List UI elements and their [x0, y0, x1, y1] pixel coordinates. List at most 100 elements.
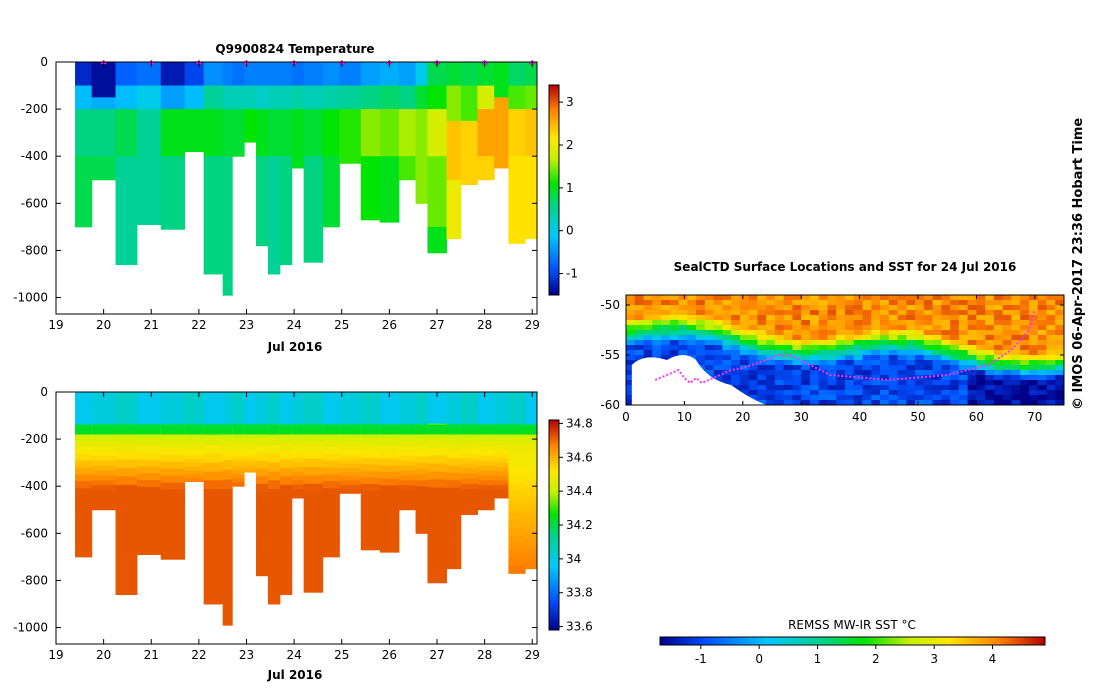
sst-cell — [748, 385, 758, 391]
salinity-cell — [184, 395, 205, 400]
salinity-cell — [525, 561, 538, 570]
salinity-cell — [477, 470, 495, 476]
salinity-cell — [203, 568, 224, 578]
sst-cell — [792, 380, 802, 386]
sst-cell — [652, 355, 662, 361]
sst-cell — [792, 305, 802, 311]
salinity-cell — [91, 441, 117, 447]
sst-cell — [748, 345, 758, 351]
sst-cell — [739, 335, 750, 341]
sst-cell — [958, 330, 969, 336]
sst-cell — [871, 335, 881, 341]
salinity-cell — [303, 533, 324, 543]
sst-cell — [1011, 315, 1021, 321]
salinity-cell — [446, 414, 462, 422]
salinity-cell — [232, 415, 245, 420]
salinity-cell — [494, 475, 509, 481]
sst-cell — [704, 345, 715, 351]
salinity-cell — [446, 392, 462, 400]
sst-cell — [880, 390, 890, 396]
sst-cell — [757, 310, 767, 316]
sst-cell — [941, 370, 951, 376]
sst-cell — [801, 400, 811, 405]
sst-cell — [801, 305, 811, 311]
salinity-cell — [184, 455, 205, 460]
sst-cell — [678, 335, 688, 341]
salinity-cell — [494, 493, 509, 499]
salinity-cell — [360, 392, 381, 400]
sst-cell — [950, 310, 960, 316]
salinity-cell — [91, 480, 117, 486]
sst-cell — [923, 315, 934, 321]
salinity-cell — [303, 567, 324, 577]
salinity-cell — [398, 485, 417, 491]
salinity-cell — [322, 412, 340, 420]
sst-cell — [906, 355, 916, 361]
salinity-cell — [160, 433, 186, 442]
salinity-cell — [415, 433, 428, 440]
salinity-cell — [525, 517, 538, 525]
salinity-cell — [525, 443, 538, 452]
sst-cell — [976, 340, 986, 346]
sst-cell — [739, 315, 750, 321]
sst-cell — [731, 305, 741, 311]
salinity-halocline — [427, 424, 448, 435]
sst-cell — [1028, 370, 1039, 376]
sst-cell — [906, 370, 916, 376]
salinity-cell — [322, 488, 340, 496]
sst-cell — [1037, 400, 1047, 405]
colorbar-tick-label: 33.8 — [566, 586, 593, 600]
sst-cell — [906, 305, 916, 311]
sst-cell — [941, 385, 951, 391]
salinity-cell — [322, 467, 340, 475]
sst-cell — [643, 320, 653, 326]
sst-cell — [713, 340, 723, 346]
x-tick-label: 19 — [48, 648, 63, 662]
sst-cell — [827, 390, 837, 396]
sst-cell — [950, 395, 960, 401]
sst-cell — [766, 365, 776, 371]
sst-colorbar-ticks: -1 0 1 2 3 4 — [695, 645, 996, 666]
salinity-cell — [477, 465, 495, 472]
sst-cell — [1055, 305, 1064, 311]
salinity-cell — [398, 470, 417, 476]
salinity-cell — [446, 553, 462, 562]
salinity-cell — [360, 457, 381, 465]
salinity-cell — [184, 444, 205, 449]
salinity-halocline — [508, 424, 526, 435]
salinity-cell — [136, 405, 162, 413]
sst-cell — [757, 330, 767, 336]
salinity-cell — [379, 492, 400, 500]
sst-cell — [818, 400, 828, 405]
sst-cell — [722, 310, 732, 316]
sst-cell — [731, 325, 741, 331]
salinity-cell — [360, 464, 381, 472]
sst-cell — [669, 330, 680, 336]
sst-cell — [626, 395, 636, 401]
sst-cell — [923, 320, 934, 326]
temperature-cell — [75, 62, 93, 87]
sst-cell — [1046, 345, 1056, 351]
x-tick-label: 24 — [286, 318, 301, 332]
salinity-cell — [494, 414, 509, 419]
temperature-cell — [222, 62, 233, 87]
salinity-cell — [160, 419, 186, 428]
salinity-cell — [256, 483, 269, 493]
salinity-cell — [291, 440, 305, 446]
salinity-cell — [379, 498, 400, 506]
sst-cell — [809, 325, 820, 331]
salinity-cell — [494, 436, 509, 442]
sst-cell — [731, 340, 741, 346]
sst-cell — [739, 320, 750, 326]
salinity-cell — [460, 397, 478, 403]
sst-cell — [1020, 305, 1030, 311]
sst-cell — [1011, 360, 1021, 366]
sst-cell — [853, 340, 864, 346]
sst-cell — [932, 345, 942, 351]
sst-cell — [845, 385, 855, 391]
salinity-cell — [398, 411, 417, 418]
sst-cell — [748, 395, 758, 401]
sst-cell — [739, 345, 750, 351]
salinity-cell — [267, 497, 281, 508]
